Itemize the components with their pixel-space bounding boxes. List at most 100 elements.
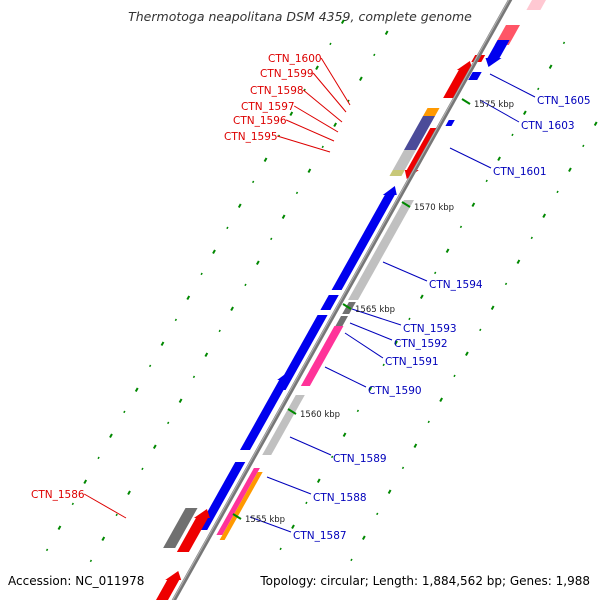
gene-label-ctn_1593: CTN_1593 xyxy=(403,323,457,335)
leader-line xyxy=(479,99,520,123)
gene-1586 xyxy=(163,508,198,548)
ring-tick xyxy=(568,167,572,172)
ring-tick xyxy=(445,248,450,253)
ring-tick xyxy=(582,144,585,148)
gene-top-pink xyxy=(526,0,546,10)
gene-label-ctn_1592: CTN_1592 xyxy=(394,338,448,350)
gene-label-ctn_1595: CTN_1595 xyxy=(224,131,278,143)
ring-tick xyxy=(270,237,273,241)
ring-tick xyxy=(192,375,196,379)
ring-tick xyxy=(359,76,363,81)
leader-line xyxy=(320,57,351,106)
ring-tick xyxy=(167,421,170,425)
ring-tick xyxy=(141,467,144,471)
gene-1593-inner xyxy=(320,295,339,310)
backbone-highlight xyxy=(172,0,510,600)
leader-line xyxy=(349,322,393,341)
ring-tick xyxy=(376,512,379,516)
kbp-tick-mark xyxy=(461,98,471,105)
ring-tick xyxy=(83,479,88,484)
ring-tick xyxy=(115,513,118,517)
gene-bottom-red-arrow xyxy=(165,571,182,580)
leader-line xyxy=(285,119,335,142)
gene-red-1600-arrow xyxy=(456,61,473,70)
leader-line xyxy=(249,516,292,533)
gene-1591-inner xyxy=(275,315,328,390)
ring-tick xyxy=(123,410,126,414)
backbone-line xyxy=(171,0,513,600)
ring-tick xyxy=(97,456,100,460)
gene-1605 xyxy=(487,40,510,58)
kbp-tick-mark xyxy=(287,408,297,415)
leader-line xyxy=(293,105,339,133)
topology-text: Topology: circular; Length: 1,884,562 bp… xyxy=(260,574,590,588)
ring-tick xyxy=(562,41,566,45)
ring-tick xyxy=(350,558,353,562)
ring-tick xyxy=(71,502,74,506)
ring-tick xyxy=(384,30,389,35)
leader-line xyxy=(83,493,127,519)
ring-tick xyxy=(230,306,234,311)
ring-tick xyxy=(419,294,424,299)
ring-tick xyxy=(439,397,443,402)
gene-label-ctn_1605: CTN_1605 xyxy=(537,95,591,107)
kbp-label: 1555 kbp xyxy=(245,515,285,525)
gene-1589-inner xyxy=(240,380,290,450)
gene-1592 xyxy=(335,316,349,326)
ring-tick xyxy=(356,409,360,413)
ring-tick xyxy=(542,213,547,218)
gene-1594-inner xyxy=(331,195,395,290)
gene-1599 xyxy=(404,116,436,150)
ring-tick xyxy=(307,168,312,173)
kbp-tick-mark xyxy=(232,513,242,520)
gene-label-ctn_1594: CTN_1594 xyxy=(429,279,483,291)
gene-label-ctn_1591: CTN_1591 xyxy=(385,356,439,368)
ring-tick xyxy=(316,478,321,483)
ring-tick xyxy=(504,282,508,286)
ring-tick xyxy=(485,179,488,183)
ring-tick xyxy=(471,202,476,207)
ring-tick xyxy=(387,489,392,494)
gene-1588 xyxy=(216,468,260,535)
gene-label-ctn_1598: CTN_1598 xyxy=(250,85,304,97)
ring-tick xyxy=(315,65,319,70)
ring-tick xyxy=(331,455,334,459)
ring-tick xyxy=(281,214,286,219)
gene-label-ctn_1588: CTN_1588 xyxy=(313,492,367,504)
ring-tick xyxy=(413,443,418,448)
leader-line xyxy=(277,135,331,153)
kbp-label: 1560 kbp xyxy=(300,410,340,420)
gene-1603 xyxy=(468,72,482,80)
ring-tick xyxy=(593,121,598,126)
ring-tick xyxy=(459,225,463,229)
ring-tick xyxy=(329,42,332,46)
gene-1589 xyxy=(262,395,305,455)
kbp-label: 1565 kbp xyxy=(355,305,395,315)
ring-tick xyxy=(342,432,347,437)
ring-tick xyxy=(291,524,295,529)
leader-line xyxy=(312,72,347,113)
gene-1589-inner-arrow xyxy=(277,371,292,380)
kbp-label: 1570 kbp xyxy=(414,203,454,213)
leader-line xyxy=(266,476,312,495)
ring-tick xyxy=(497,156,501,161)
ring-tick xyxy=(186,295,191,300)
leader-line xyxy=(289,436,332,456)
ring-tick xyxy=(427,420,430,424)
leader-line xyxy=(324,366,367,388)
genome-backbone xyxy=(171,0,513,600)
gene-bottom-red xyxy=(155,580,180,600)
ring-tick xyxy=(401,466,405,470)
ring-tick xyxy=(453,374,456,378)
ring-tick xyxy=(237,203,242,208)
ring-tick xyxy=(382,363,385,367)
ring-tick xyxy=(101,536,106,541)
leader-line xyxy=(382,261,428,282)
ring-tick xyxy=(256,260,260,265)
gene-label-ctn_1587: CTN_1587 xyxy=(293,530,347,542)
gene-1601 xyxy=(445,120,455,126)
gene-red-1600 xyxy=(443,70,471,98)
ring-tick xyxy=(530,236,533,240)
ring-tick xyxy=(127,490,131,495)
